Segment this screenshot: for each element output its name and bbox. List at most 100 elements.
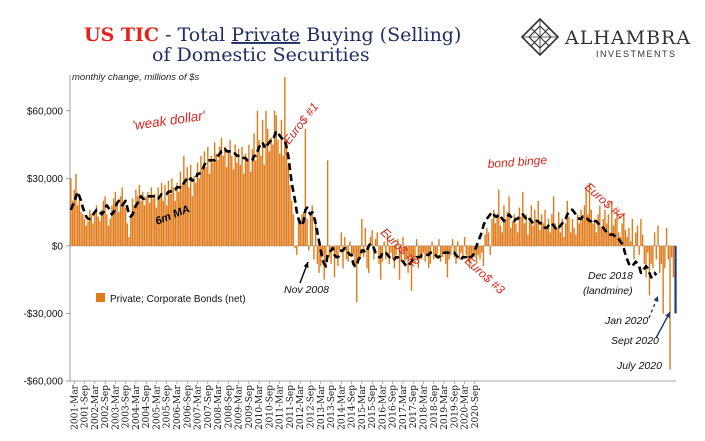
x-tick-label: 2005-Mar (152, 384, 162, 430)
bar (549, 232, 551, 246)
bar (660, 245, 663, 264)
bar (573, 227, 575, 246)
bar (184, 178, 187, 246)
bar (525, 214, 527, 246)
bar (270, 137, 272, 246)
bar (629, 241, 632, 246)
bar (243, 173, 245, 246)
bar (148, 203, 151, 246)
bar (80, 212, 82, 246)
bar (523, 223, 526, 246)
x-tick-label: 2004-Mar (132, 384, 142, 430)
bar (421, 245, 423, 260)
x-tick-label: 2014-Mar (337, 384, 347, 430)
bar (614, 218, 616, 246)
bar (83, 218, 86, 246)
bar (477, 245, 479, 255)
bar (333, 245, 336, 278)
bar (665, 227, 668, 246)
chart-subtitle: monthly change, millions of $s (72, 72, 200, 83)
bar (667, 245, 669, 260)
bar (106, 214, 108, 246)
bar (174, 200, 176, 246)
bar (172, 187, 175, 246)
bar (368, 245, 370, 273)
x-tick-label: 2006-Mar (173, 384, 183, 430)
bar (636, 225, 639, 246)
bar (237, 149, 240, 246)
bar (652, 245, 654, 269)
bar (162, 200, 164, 246)
bar (155, 207, 158, 246)
bar (191, 196, 194, 246)
bar (157, 187, 159, 246)
bar (429, 245, 432, 264)
bar (265, 110, 267, 246)
bar (256, 110, 259, 246)
bar (439, 245, 442, 262)
bar (371, 230, 373, 246)
bar (405, 245, 408, 260)
bar (118, 212, 120, 246)
x-tick-label: 2019-Sep (450, 385, 460, 428)
bar (373, 245, 375, 260)
bar (563, 236, 565, 246)
bar (335, 245, 337, 258)
bar (131, 198, 134, 246)
x-tick-label: 2017-Mar (399, 384, 409, 430)
bar (294, 245, 296, 249)
bar (284, 77, 286, 246)
bar (123, 200, 125, 246)
bar (299, 223, 301, 246)
bar (508, 196, 510, 246)
bar (263, 164, 265, 246)
bar (595, 232, 598, 246)
bar (302, 212, 305, 246)
bar (160, 182, 163, 246)
bar (530, 205, 533, 246)
bar (104, 196, 106, 246)
bar (268, 151, 271, 246)
bar (643, 245, 646, 264)
bar (400, 245, 402, 262)
bar (378, 245, 380, 264)
x-tick-label: 2001-Mar (70, 384, 80, 430)
title-part2: Buying (Selling) (300, 24, 461, 46)
bar (441, 245, 444, 258)
x-tick-label: 2008-Sep (224, 385, 234, 428)
bar (551, 214, 553, 246)
bar (522, 191, 524, 246)
bar (445, 245, 447, 264)
bar (277, 140, 279, 246)
bar (249, 171, 252, 246)
bar (446, 245, 449, 278)
bar (587, 214, 589, 246)
annotation-arrowhead (303, 262, 309, 268)
bar (142, 191, 144, 246)
ma-series (69, 129, 658, 279)
bar (255, 160, 257, 246)
bar (395, 245, 397, 255)
bar (397, 239, 399, 246)
bar (253, 133, 255, 246)
bar (578, 223, 580, 246)
bar (383, 241, 385, 246)
bar (561, 218, 563, 246)
bar (227, 151, 230, 246)
bar (169, 194, 171, 246)
annotation-label: bond binge (487, 153, 548, 171)
bar (85, 225, 87, 246)
bar (316, 245, 319, 264)
bar (225, 167, 228, 246)
bar (330, 245, 332, 264)
bar (145, 196, 147, 246)
x-tick-label: 2009-Mar (235, 384, 245, 430)
bar (314, 218, 317, 246)
bar (597, 214, 599, 246)
bar (575, 234, 577, 246)
bar (198, 178, 200, 246)
bar (128, 236, 130, 246)
bar (393, 245, 396, 269)
bar (424, 245, 426, 262)
